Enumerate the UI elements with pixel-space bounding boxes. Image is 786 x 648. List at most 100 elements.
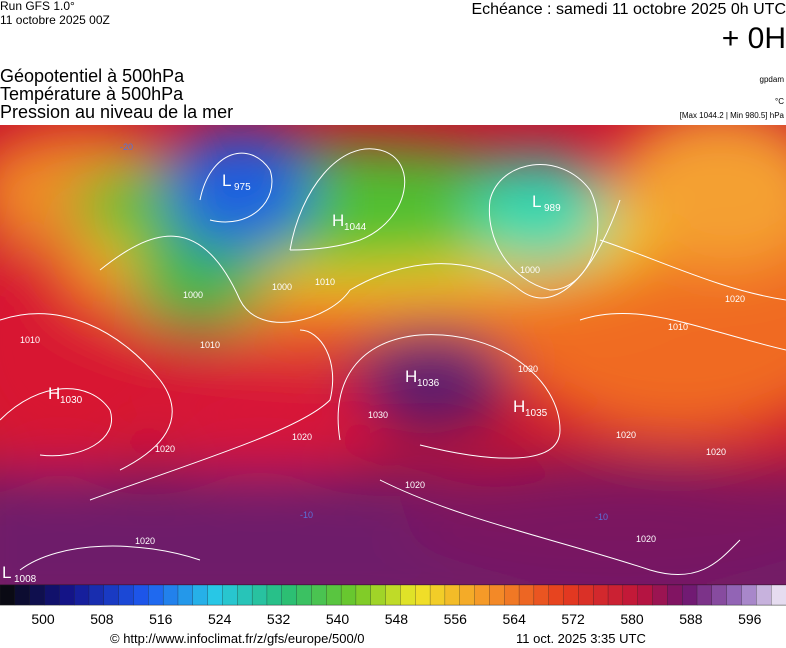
colorbar-swatch: [667, 584, 683, 606]
colorbar-swatch: [696, 584, 713, 606]
colorbar-tick-label: 588: [679, 611, 703, 627]
pressure-center-value: 1044: [344, 222, 367, 233]
colorbar-swatch: [59, 584, 75, 606]
colorbar-swatch: [400, 584, 416, 606]
pressure-center-value: 1036: [417, 378, 440, 389]
colorbar-swatch: [148, 584, 164, 606]
colorbar-swatch: [192, 584, 209, 606]
colorbar-swatch: [162, 584, 179, 606]
isobar: [579, 313, 786, 351]
colorbar-swatch: [88, 584, 105, 606]
contour-label: 1000: [520, 265, 540, 275]
colorbar-swatch: [266, 584, 283, 606]
footer-url: © http://www.infoclimat.fr/z/gfs/europe/…: [110, 631, 365, 646]
contour-label: 1000: [272, 282, 292, 292]
contour-label: 1000: [183, 290, 203, 300]
pressure-center-kind: L: [2, 563, 11, 582]
pressure-center-value: 1008: [14, 574, 37, 585]
colorbar-swatch: [14, 584, 31, 606]
colorbar-swatch: [415, 584, 431, 606]
colorbar-swatch: [370, 584, 387, 606]
contour-label: 1020: [636, 534, 656, 544]
colorbar-swatch: [326, 584, 342, 606]
contour-label: 1020: [706, 447, 726, 457]
contour-label: 1030: [368, 410, 388, 420]
contour-label: 1020: [725, 294, 745, 304]
title-pressure: Pression au niveau de la mer: [0, 102, 233, 122]
contour-label: 1020: [155, 444, 175, 454]
unit-temperature: °C: [775, 97, 784, 106]
title-geopotential: Géopotentiel à 500hPa: [0, 66, 185, 86]
colorbar-swatch: [74, 584, 90, 606]
colorbar-swatch: [29, 584, 46, 606]
unit-geopotential: gpdam: [760, 75, 785, 84]
isobar: [0, 313, 173, 471]
colorbar-tick-label: 572: [561, 611, 585, 627]
pressure-center-value: 1035: [525, 408, 548, 419]
colorbar-swatch: [578, 584, 594, 606]
colorbar-swatch: [652, 584, 669, 606]
isobar: [19, 545, 201, 571]
pressure-center-value: 989: [544, 203, 561, 214]
colorbar-swatch: [682, 584, 698, 606]
isobar: [488, 164, 599, 291]
colorbar-swatch: [711, 584, 728, 606]
colorbar-tick-label: 500: [31, 611, 55, 627]
colorbar-tick-label: 556: [444, 611, 468, 627]
pressure-center-kind: H: [332, 211, 344, 230]
contour-label: 1010: [20, 335, 40, 345]
isobar: [599, 239, 786, 301]
isobar: [289, 148, 406, 251]
isobar: [89, 329, 334, 501]
colorbar-swatch: [207, 584, 224, 606]
contour-label: -20: [120, 142, 133, 152]
pressure-center-kind: H: [405, 367, 417, 386]
field-blue-core: [165, 130, 315, 250]
colorbar-swatch: [504, 584, 520, 606]
forecast-label: Echéance : samedi 11 octobre 2025 0h UTC: [471, 1, 786, 18]
pressure-center-value: 1030: [60, 395, 83, 406]
colorbar-tick-label: 516: [149, 611, 173, 627]
colorbar-swatch: [311, 584, 327, 606]
colorbar-swatch: [771, 584, 786, 606]
contour-label: 1020: [135, 536, 155, 546]
run-label: Run GFS 1.0°: [0, 0, 75, 13]
colorbar-swatch: [518, 584, 535, 606]
colorbar-tick-label: 564: [503, 611, 527, 627]
isobar: [379, 479, 741, 575]
colorbar-swatch: [133, 584, 149, 606]
color-field: [0, 125, 786, 585]
map: [0, 125, 786, 585]
contour-label: 1010: [668, 322, 688, 332]
colorbar-swatch: [296, 584, 313, 606]
colorbar-swatch: [177, 584, 194, 606]
colorbar-swatch: [444, 584, 461, 606]
colorbar-swatch: [281, 584, 298, 606]
field-southeast: [400, 460, 786, 580]
colorbar-swatch: [385, 584, 402, 606]
colorbar-swatch: [0, 584, 16, 606]
colorbar-swatch: [103, 584, 120, 606]
colorbar-tick-label: 548: [385, 611, 409, 627]
colorbar-tick-label: 596: [738, 611, 762, 627]
colorbar-swatch: [563, 584, 580, 606]
field-green-trough: [130, 230, 270, 330]
colorbar-swatch: [474, 584, 491, 606]
pressure-center-value: 975: [234, 182, 251, 193]
colorbar-swatch: [118, 584, 135, 606]
colorbar-swatch: [251, 584, 268, 606]
colorbar-swatch: [340, 584, 357, 606]
colorbar-tick-label: 508: [90, 611, 114, 627]
colorbar-tick-label: 532: [267, 611, 291, 627]
pressure-center-kind: L: [532, 192, 541, 211]
contour-label: 1020: [292, 432, 312, 442]
footer-timestamp: 11 oct. 2025 3:35 UTC: [516, 631, 646, 646]
colorbar-swatch: [593, 584, 609, 606]
contour-label: -10: [595, 512, 608, 522]
contour-label: 1010: [200, 340, 220, 350]
colorbar-swatch: [489, 584, 505, 606]
colorbar-tick-label: 524: [208, 611, 232, 627]
pressure-center-kind: H: [513, 397, 525, 416]
isobar: [0, 388, 113, 457]
